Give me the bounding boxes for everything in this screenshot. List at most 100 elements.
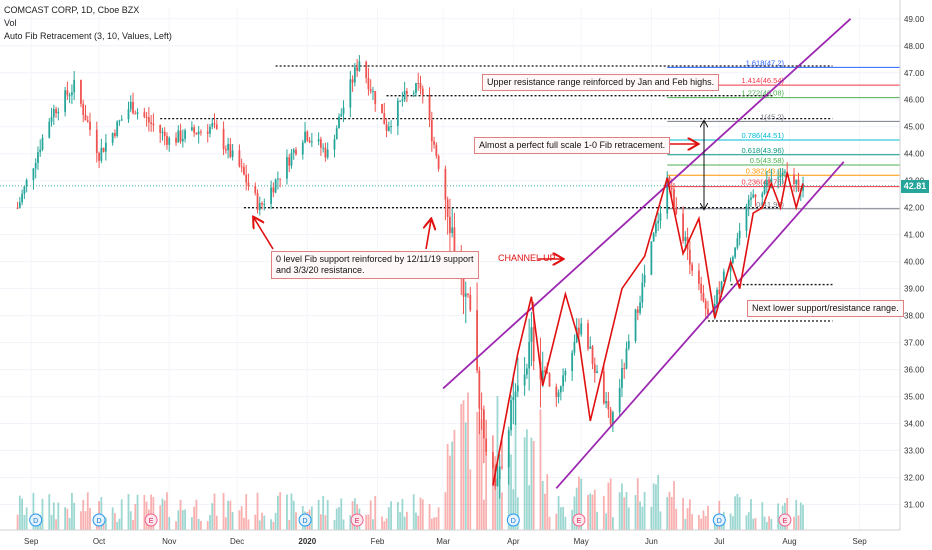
volume-bar bbox=[802, 504, 804, 530]
candle-body bbox=[175, 137, 177, 143]
candle-body bbox=[55, 109, 57, 114]
volume-bar bbox=[111, 507, 114, 530]
candle-body bbox=[301, 142, 304, 155]
volume-bar bbox=[636, 478, 639, 530]
volume-bar bbox=[310, 506, 313, 530]
volume-bar bbox=[652, 483, 655, 530]
candle-body bbox=[650, 241, 653, 275]
volume-bar bbox=[596, 511, 598, 530]
candle-body bbox=[716, 289, 718, 304]
volume-bar bbox=[86, 492, 89, 530]
earnings-marker bbox=[144, 513, 158, 527]
volume-bar bbox=[129, 511, 132, 530]
volume-bar bbox=[134, 503, 137, 530]
volume-bar bbox=[421, 499, 424, 530]
volume-bar bbox=[25, 507, 28, 530]
volume-bar bbox=[437, 507, 440, 530]
candle-body bbox=[738, 230, 741, 239]
candle-body bbox=[37, 152, 39, 163]
candle-body bbox=[132, 101, 134, 114]
time-tick-label: Apr bbox=[507, 537, 520, 546]
volume-bar bbox=[211, 503, 214, 530]
time-tick-label: Sep bbox=[853, 537, 868, 546]
volume-bar bbox=[541, 481, 544, 530]
volume-bar bbox=[501, 492, 503, 530]
volume-bar bbox=[449, 455, 451, 530]
volume-bar bbox=[591, 494, 594, 530]
volume-bar bbox=[254, 514, 257, 530]
volume-bar bbox=[673, 481, 675, 530]
candle-body bbox=[95, 129, 98, 154]
volume-bar bbox=[559, 507, 562, 530]
volume-bar bbox=[41, 498, 44, 530]
annotation-arrows bbox=[254, 121, 704, 259]
volume-bar bbox=[68, 518, 71, 530]
zigzag-line bbox=[492, 172, 804, 486]
candle-body bbox=[118, 120, 121, 122]
volume-bar bbox=[132, 519, 134, 530]
volume-bar bbox=[401, 498, 404, 530]
candle-body bbox=[240, 166, 243, 168]
volume-bar bbox=[650, 506, 653, 530]
candle-body bbox=[704, 301, 707, 309]
price-tick-label: 42.00 bbox=[904, 204, 925, 213]
volume-bar bbox=[480, 419, 483, 530]
volume-bar bbox=[444, 492, 447, 530]
volume-bar bbox=[428, 504, 431, 530]
volume-bar bbox=[324, 515, 327, 530]
candle-body bbox=[39, 149, 42, 153]
candle-body bbox=[292, 149, 295, 153]
candle-body bbox=[224, 149, 227, 151]
candle-body bbox=[18, 202, 21, 208]
volume-bar bbox=[224, 517, 227, 530]
volume-bar bbox=[587, 494, 589, 530]
time-tick-label: Nov bbox=[162, 537, 176, 546]
candle-body bbox=[243, 166, 245, 175]
volume-bar bbox=[195, 499, 198, 530]
price-tick-label: 45.00 bbox=[904, 123, 925, 132]
fib-level-label: 1(45.2) bbox=[760, 112, 784, 121]
candle-body bbox=[412, 92, 415, 94]
candle-body bbox=[562, 375, 565, 387]
candle-body bbox=[317, 139, 320, 142]
candle-body bbox=[406, 91, 408, 94]
indicator-label: Auto Fib Retracement (3, 10, Values, Lef… bbox=[4, 31, 172, 41]
candle-body bbox=[102, 147, 105, 152]
candle-body bbox=[784, 171, 786, 173]
volume-bar bbox=[118, 518, 121, 530]
candle-body bbox=[322, 147, 325, 149]
candle-body bbox=[532, 327, 535, 362]
fib-level-label: 0.382(43.2) bbox=[746, 166, 785, 175]
candle-body bbox=[23, 186, 26, 194]
candle-body bbox=[387, 126, 390, 131]
candle-body bbox=[546, 372, 549, 374]
candle-body bbox=[476, 310, 478, 371]
candle-body bbox=[754, 194, 757, 198]
candle-body bbox=[516, 385, 519, 392]
candle-body bbox=[50, 117, 53, 122]
candle-body bbox=[326, 149, 329, 158]
candle-body bbox=[557, 392, 560, 398]
volume-bar bbox=[793, 516, 795, 530]
volume-bar bbox=[523, 437, 526, 530]
volume-bar bbox=[412, 494, 415, 530]
candle-body bbox=[195, 132, 198, 135]
volume-bar bbox=[64, 507, 67, 530]
volume-bar bbox=[390, 501, 392, 530]
candle-body bbox=[383, 113, 386, 125]
candle-body bbox=[143, 112, 146, 118]
candle-body bbox=[682, 213, 684, 241]
volume-bar bbox=[136, 494, 139, 530]
volume-bar bbox=[623, 497, 626, 530]
zero-level-note: 0 level Fib support reinforced by 12/11/… bbox=[271, 251, 479, 279]
candle-body bbox=[342, 107, 345, 115]
candle-body bbox=[197, 131, 200, 135]
candle-body bbox=[349, 79, 352, 108]
candle-body bbox=[238, 150, 241, 167]
candle-body bbox=[437, 156, 440, 169]
volume-bar bbox=[578, 476, 580, 530]
candle-body bbox=[419, 83, 422, 89]
candle-body bbox=[86, 120, 89, 122]
candle-body bbox=[670, 187, 673, 190]
